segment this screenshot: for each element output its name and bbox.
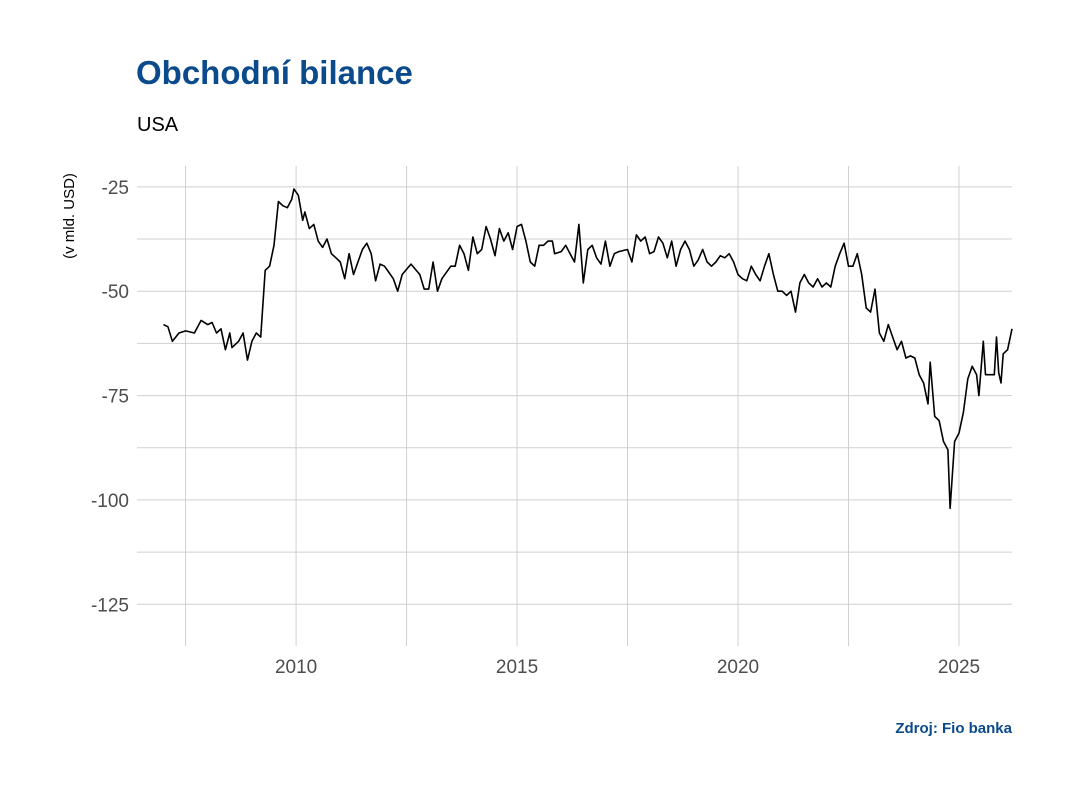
source-note: Zdroj: Fio banka	[895, 720, 1012, 737]
x-axis-ticks: 2010 2015 2020 2025	[275, 657, 980, 678]
grid-lines	[137, 166, 1012, 646]
y-axis-label: (v mld. USD)	[61, 173, 78, 259]
x-tick-label: 2010	[275, 657, 317, 678]
y-tick-label: -75	[102, 387, 129, 408]
y-tick-label: -25	[102, 178, 129, 199]
x-tick-label: 2020	[717, 657, 759, 678]
chart-title: Obchodní bilance	[136, 54, 413, 91]
x-tick-label: 2025	[938, 657, 980, 678]
chart-subtitle: USA	[137, 114, 179, 136]
y-tick-label: -125	[91, 595, 129, 616]
series-line-trade-balance	[163, 188, 1013, 510]
y-tick-label: -100	[91, 491, 129, 512]
y-axis-ticks: -25 -50 -75 -100 -125	[91, 178, 129, 616]
y-tick-label: -50	[102, 282, 129, 303]
x-tick-label: 2015	[496, 657, 538, 678]
